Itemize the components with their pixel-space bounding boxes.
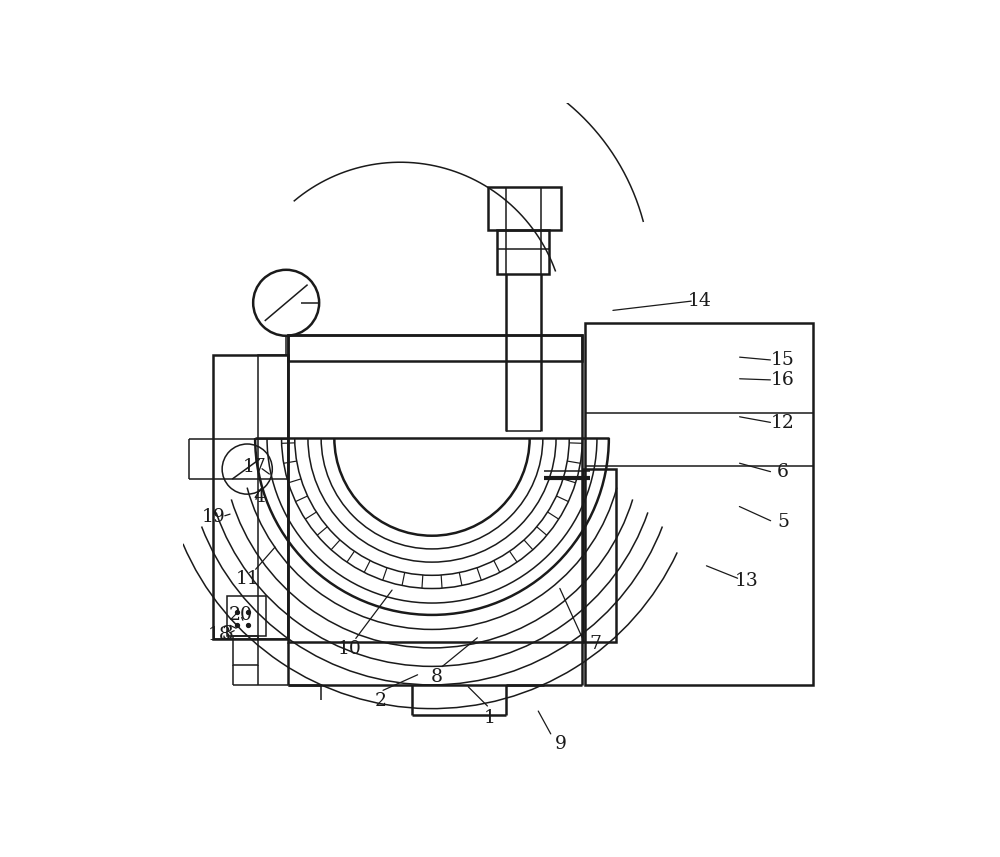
- Text: 4: 4: [254, 488, 266, 506]
- Text: 5: 5: [777, 512, 789, 530]
- Text: 17: 17: [243, 458, 267, 476]
- Text: 1: 1: [483, 709, 495, 727]
- Text: 11: 11: [235, 570, 259, 588]
- Text: 6: 6: [777, 464, 789, 482]
- Text: 12: 12: [771, 414, 795, 432]
- Bar: [585, 322, 813, 685]
- Text: 16: 16: [771, 371, 795, 389]
- Bar: [227, 596, 266, 636]
- Bar: [288, 335, 582, 642]
- Text: 10: 10: [338, 639, 361, 657]
- Text: 19: 19: [202, 507, 225, 525]
- Bar: [213, 355, 288, 638]
- Bar: [497, 230, 549, 274]
- Text: 20: 20: [229, 606, 253, 624]
- Text: 8: 8: [431, 668, 443, 686]
- Bar: [288, 335, 582, 361]
- Text: 18: 18: [208, 626, 232, 644]
- Text: 2: 2: [375, 692, 387, 710]
- Bar: [258, 355, 288, 638]
- Text: 7: 7: [589, 635, 601, 653]
- Text: 15: 15: [771, 351, 795, 369]
- Bar: [488, 187, 561, 230]
- Bar: [233, 636, 258, 665]
- Text: 13: 13: [735, 572, 759, 590]
- Text: 14: 14: [687, 291, 711, 310]
- Text: 3: 3: [221, 625, 233, 643]
- Text: 9: 9: [555, 735, 567, 753]
- Bar: [583, 469, 616, 642]
